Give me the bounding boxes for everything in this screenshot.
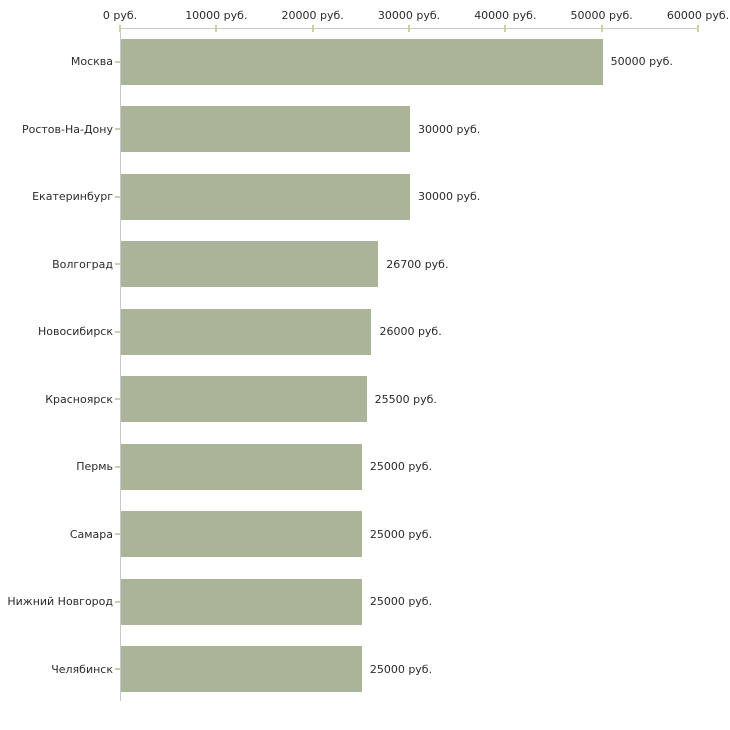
y-tick-mark [115,263,120,266]
value-label: 25000 руб. [369,460,433,474]
value-label: 25000 руб. [369,527,433,541]
chart-row: Челябинск 25000 руб. [0,646,730,693]
x-tick-label: 20000 руб. [281,9,344,22]
y-tick-mark [115,533,120,536]
x-tick-mark [600,25,603,32]
y-tick-mark [115,60,120,63]
value-label: 26700 руб. [386,257,449,271]
category-label: Пермь [76,460,113,474]
y-tick-mark [115,600,120,603]
x-tick-label: 40000 руб. [474,9,537,22]
y-tick-mark [115,128,120,131]
bar [121,308,372,355]
bar [121,646,362,693]
chart-row: Красноярск 25500 руб. [0,376,730,423]
x-tick-label: 60000 руб. [666,9,730,22]
value-label: 30000 руб. [418,190,481,204]
category-label: Самара [69,527,113,541]
category-label: Москва [70,55,113,68]
category-label: Нижний Новгород [7,595,113,609]
chart-row: Самара 25000 руб. [0,511,730,558]
x-tick-mark [215,25,218,32]
x-tick-label: 10000 руб. [185,9,248,22]
y-tick-mark [115,195,120,198]
category-label: Красноярск [45,392,113,406]
category-label: Ростов-На-Дону [21,122,113,136]
x-tick-mark [408,25,410,32]
x-tick-label: 30000 руб. [377,9,441,22]
category-label: Новосибирск [37,325,113,339]
category-label: Челябинск [51,662,113,676]
chart-row: Волгоград 26700 руб. [0,241,730,288]
value-label: 25000 руб. [369,595,433,609]
bar [121,241,379,288]
x-tick-label: 50000 руб. [570,9,633,22]
x-tick-label: 0 руб. [102,9,138,22]
chart-row: Екатеринбург 30000 руб. [0,173,730,220]
x-tick-mark [119,25,121,32]
y-axis-line [120,28,121,701]
value-label: 26000 руб. [379,325,442,339]
bar [121,443,362,490]
chart-row: Ростов-На-Дону 30000 руб. [0,106,730,153]
y-tick-mark [115,330,120,333]
bar [121,511,362,558]
value-label: 25000 руб. [369,662,433,676]
bar [121,106,410,153]
x-tick-mark [311,25,314,32]
chart-row: Пермь 25000 руб. [0,443,730,490]
bar [121,173,410,220]
chart-row: Москва 50000 руб. [0,38,730,85]
x-tick-mark [697,25,699,32]
y-tick-mark [115,398,120,401]
bar [121,38,603,85]
category-label: Волгоград [52,257,113,271]
x-tick-mark [504,25,507,32]
bar [121,376,367,423]
chart-row: Новосибирск 26000 руб. [0,308,730,355]
y-tick-mark [115,465,120,468]
bar [121,578,362,625]
y-tick-mark [115,668,120,671]
chart-row: Нижний Новгород 25000 руб. [0,578,730,625]
category-label: Екатеринбург [32,190,113,204]
value-label: 30000 руб. [418,122,481,136]
value-label: 25500 руб. [374,392,437,406]
value-label: 50000 руб. [610,55,673,68]
